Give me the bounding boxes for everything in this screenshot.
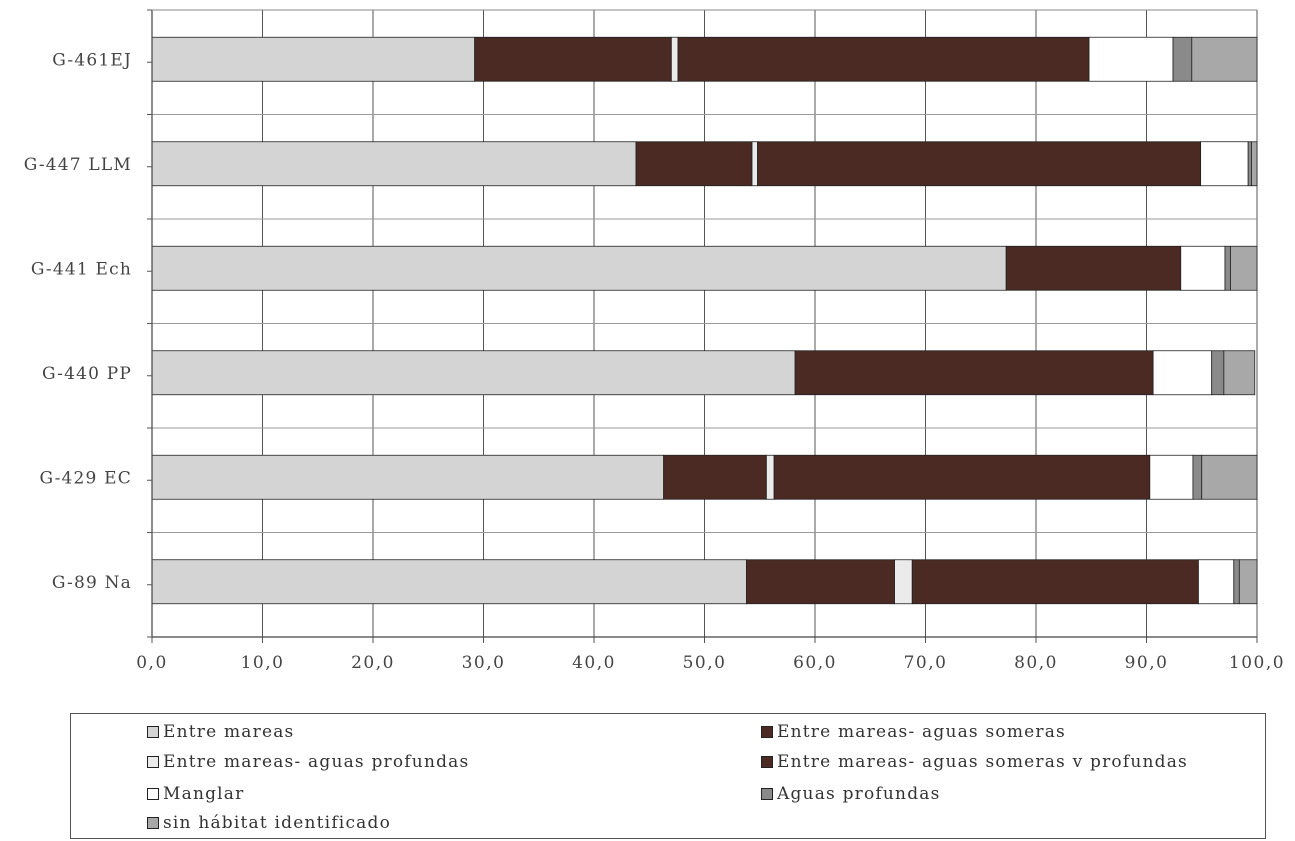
bars-group — [151, 36, 1258, 605]
bar-segment — [1233, 559, 1240, 605]
bar-segment — [1251, 141, 1258, 187]
bar-segment — [151, 559, 747, 605]
bar-segment — [151, 245, 1007, 291]
legend-item: sin hábitat identificado — [147, 813, 391, 833]
legend: Entre mareas Entre mareas- aguas someras… — [70, 713, 1266, 839]
legend-label: Manglar — [163, 784, 245, 804]
x-tick-label: 40,0 — [572, 653, 616, 673]
category-label: G-89 Na — [52, 573, 132, 593]
x-tick-label: 0,0 — [136, 653, 168, 673]
x-tick-label: 50,0 — [683, 653, 727, 673]
legend-label: Entre mareas — [163, 722, 295, 742]
bar-segment — [1180, 245, 1226, 291]
legend-item: Manglar — [147, 784, 244, 804]
bar-segment — [751, 141, 758, 187]
bar-segment — [1200, 141, 1249, 187]
legend-item: Aguas profundas — [761, 784, 941, 804]
bar-segment — [1152, 350, 1213, 396]
bar-segment — [1198, 559, 1235, 605]
bar-segment — [911, 559, 1199, 605]
bar-segment — [1192, 454, 1203, 500]
x-tick-label: 80,0 — [1014, 653, 1058, 673]
bar-segment — [151, 141, 637, 187]
category-label: G-440 PP — [42, 364, 132, 384]
bar-segment — [474, 36, 672, 82]
x-tick-label: 100,0 — [1229, 653, 1285, 673]
bar-segment — [794, 350, 1154, 396]
bar-segment — [1088, 36, 1174, 82]
category-label: G-447 LLM — [24, 155, 132, 175]
bar-segment — [677, 36, 1090, 82]
bar-segment — [894, 559, 913, 605]
bar-segment — [765, 454, 775, 500]
legend-item: Entre mareas- aguas someras — [761, 722, 1066, 742]
bar-segment — [1230, 245, 1258, 291]
bar-segment — [1238, 559, 1258, 605]
bar-segment — [746, 559, 895, 605]
legend-label: Entre mareas- aguas someras — [777, 722, 1066, 742]
stacked-bar-chart: G-461EJ G-447 LLM G-441 Ech G-440 PP G-429 E… — [24, 9, 1285, 673]
legend-label: Entre mareas- aguas profundas — [163, 752, 470, 772]
bar-segment — [1201, 454, 1258, 500]
bar-segment — [1223, 350, 1256, 396]
legend-swatch — [147, 756, 159, 768]
x-tick-label: 30,0 — [462, 653, 506, 673]
bar-segment — [1211, 350, 1225, 396]
bar-segment — [663, 454, 767, 500]
legend-swatch — [147, 726, 159, 738]
x-tick-labels: 0,0 10,0 20,0 30,0 40,0 50,0 60,0 70,0 80,0 90,0 1… — [136, 653, 1285, 673]
bar-segment — [151, 36, 476, 82]
category-label: G-429 EC — [39, 468, 132, 488]
legend-swatch — [147, 817, 159, 829]
x-tick-label: 70,0 — [904, 653, 948, 673]
legend-item: Entre mareas- aguas profundas — [147, 752, 469, 772]
legend-swatch — [761, 756, 773, 768]
category-label: G-461EJ — [52, 50, 132, 70]
bar-segment — [151, 350, 796, 396]
bar-segment — [151, 454, 665, 500]
legend-swatch — [761, 726, 773, 738]
bar-segment — [1149, 454, 1194, 500]
x-tick-label: 60,0 — [793, 653, 837, 673]
x-tick-label: 20,0 — [351, 653, 395, 673]
bar-segment — [1191, 36, 1258, 82]
legend-swatch — [761, 788, 773, 800]
bar-segment — [1005, 245, 1182, 291]
category-label: G-441 Ech — [31, 259, 132, 279]
axes — [147, 9, 1258, 643]
legend-label: Aguas profundas — [777, 784, 941, 804]
bar-segment — [1247, 141, 1252, 187]
bar-segment — [773, 454, 1151, 500]
bar-segment — [1172, 36, 1193, 82]
legend-item: Entre mareas — [147, 722, 294, 742]
bar-segment — [670, 36, 679, 82]
legend-swatch — [147, 788, 159, 800]
x-tick-label: 90,0 — [1125, 653, 1169, 673]
category-labels: G-461EJ G-447 LLM G-441 Ech G-440 PP G-429 E… — [24, 50, 132, 593]
legend-label: sin hábitat identificado — [163, 813, 392, 833]
legend-item: Entre mareas- aguas someras v profundas — [761, 752, 1188, 772]
legend-label: Entre mareas- aguas someras v profundas — [777, 752, 1188, 772]
x-tick-label: 10,0 — [241, 653, 285, 673]
bar-segment — [1224, 245, 1231, 291]
bar-segment — [635, 141, 753, 187]
grid-lines — [151, 10, 1258, 637]
bar-segment — [757, 141, 1202, 187]
